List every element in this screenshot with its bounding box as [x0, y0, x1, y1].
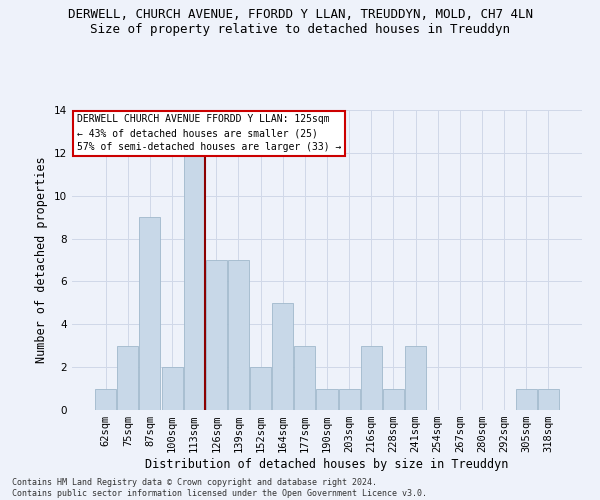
Text: DERWELL CHURCH AVENUE FFORDD Y LLAN: 125sqm
← 43% of detached houses are smaller: DERWELL CHURCH AVENUE FFORDD Y LLAN: 125…: [77, 114, 341, 152]
Y-axis label: Number of detached properties: Number of detached properties: [35, 156, 49, 364]
Bar: [338, 388, 359, 410]
Bar: [206, 260, 227, 410]
Bar: [316, 388, 338, 410]
Bar: [118, 346, 139, 410]
Bar: [139, 217, 160, 410]
Bar: [538, 388, 559, 410]
Bar: [515, 388, 536, 410]
Text: DERWELL, CHURCH AVENUE, FFORDD Y LLAN, TREUDDYN, MOLD, CH7 4LN: DERWELL, CHURCH AVENUE, FFORDD Y LLAN, T…: [67, 8, 533, 20]
Bar: [383, 388, 404, 410]
Bar: [361, 346, 382, 410]
Bar: [95, 388, 116, 410]
Bar: [161, 367, 182, 410]
Bar: [250, 367, 271, 410]
Text: Size of property relative to detached houses in Treuddyn: Size of property relative to detached ho…: [90, 22, 510, 36]
X-axis label: Distribution of detached houses by size in Treuddyn: Distribution of detached houses by size …: [145, 458, 509, 471]
Bar: [295, 346, 316, 410]
Bar: [272, 303, 293, 410]
Text: Contains HM Land Registry data © Crown copyright and database right 2024.
Contai: Contains HM Land Registry data © Crown c…: [12, 478, 427, 498]
Bar: [228, 260, 249, 410]
Bar: [184, 153, 205, 410]
Bar: [405, 346, 426, 410]
